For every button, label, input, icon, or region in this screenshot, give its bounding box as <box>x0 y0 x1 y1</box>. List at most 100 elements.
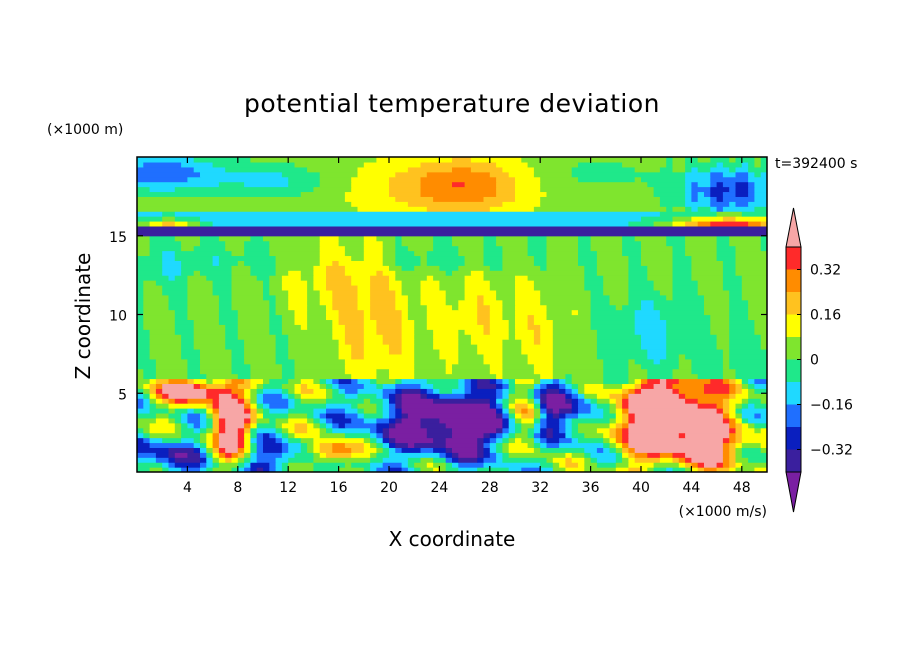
contour-cell <box>433 196 485 202</box>
contour-cell <box>193 339 226 345</box>
contour-cell <box>578 309 592 316</box>
contour-cell <box>281 373 296 380</box>
contour-cell <box>281 432 289 439</box>
contour-cell <box>641 299 655 306</box>
contour-cell <box>382 339 403 345</box>
contour-cell <box>206 452 214 458</box>
contour-cell <box>452 363 491 370</box>
contour-cell <box>515 427 522 434</box>
contour-cell <box>628 467 642 472</box>
contour-cell <box>760 157 767 163</box>
contour-cell <box>571 457 585 463</box>
contour-cell <box>319 176 352 183</box>
contour-cell <box>187 294 220 301</box>
contour-cell <box>609 417 617 424</box>
contour-cell <box>401 447 422 453</box>
contour-cell <box>357 378 371 384</box>
contour-cell <box>225 245 245 252</box>
contour-cell <box>559 422 566 429</box>
contour-cell <box>515 408 522 414</box>
y-tick-label: 10 <box>109 309 127 325</box>
contour-cell <box>533 363 554 370</box>
contour-cell <box>275 353 289 360</box>
contour-cell <box>496 383 503 389</box>
contour-cell <box>578 427 598 434</box>
contour-cell <box>439 417 503 424</box>
contour-cell <box>578 161 623 168</box>
contour-cell <box>395 289 403 296</box>
contour-cell <box>326 427 333 434</box>
contour-cell <box>137 339 151 345</box>
contour-cell <box>137 403 144 409</box>
contour-cell <box>603 289 629 296</box>
contour-cell <box>515 176 541 183</box>
contour-cell <box>666 378 680 384</box>
contour-cell <box>212 427 220 434</box>
contour-cell <box>685 462 692 468</box>
contour-cell <box>307 309 327 316</box>
contour-cell <box>256 442 264 448</box>
contour-cell <box>521 427 529 434</box>
contour-cell <box>489 447 497 453</box>
contour-cell <box>716 250 737 257</box>
contour-cell <box>307 412 314 419</box>
contour-cell <box>401 334 415 340</box>
contour-cell <box>502 299 516 306</box>
contour-cell <box>332 422 340 429</box>
contour-cell <box>294 388 302 394</box>
contour-cell <box>540 373 554 380</box>
contour-cell <box>722 398 730 404</box>
contour-cell <box>370 452 377 458</box>
contour-cell <box>363 467 371 472</box>
contour-cell <box>319 294 333 301</box>
contour-cell <box>218 408 245 414</box>
contour-cell <box>250 422 258 429</box>
contour-cell <box>338 344 352 350</box>
contour-cell <box>155 417 170 424</box>
contour-cell <box>363 348 390 355</box>
contour-cell <box>426 275 434 281</box>
contour-cell <box>741 427 755 434</box>
contour-cell <box>521 344 554 350</box>
contour-cell <box>546 457 554 463</box>
contour-cell <box>332 393 346 399</box>
contour-cell <box>685 467 692 472</box>
contour-cell <box>445 294 466 301</box>
contour-cell <box>571 383 579 389</box>
contour-cell <box>741 211 767 217</box>
contour-cell <box>748 191 755 197</box>
contour-cell <box>672 294 705 301</box>
contour-cell <box>149 378 157 384</box>
contour-cell <box>181 353 201 360</box>
contour-cell <box>735 403 743 409</box>
contour-cell <box>319 245 346 252</box>
contour-cell <box>162 255 176 261</box>
contour-cell <box>420 294 447 301</box>
contour-cell <box>754 378 767 384</box>
contour-cell <box>149 220 163 227</box>
contour-cell <box>458 265 491 271</box>
contour-cell <box>452 240 485 247</box>
contour-cell <box>206 462 214 468</box>
contour-cell <box>729 378 737 384</box>
contour-cell <box>609 294 629 301</box>
contour-cell <box>382 447 390 453</box>
contour-cell <box>672 368 692 375</box>
contour-cell <box>515 417 522 424</box>
contour-cell <box>641 304 655 311</box>
contour-cell <box>344 388 359 394</box>
contour-cell <box>533 171 573 178</box>
contour-cell <box>710 181 718 188</box>
contour-cell <box>596 255 629 261</box>
contour-cell <box>357 393 377 399</box>
contour-cell <box>137 299 144 306</box>
contour-cell <box>527 250 548 257</box>
contour-cell <box>433 334 459 340</box>
contour-cell <box>735 462 743 468</box>
contour-cell <box>420 161 497 168</box>
contour-cell <box>300 383 308 389</box>
contour-cell <box>181 260 214 266</box>
contour-cell <box>250 412 258 419</box>
contour-cell <box>206 467 214 472</box>
contour-cell <box>470 270 485 276</box>
